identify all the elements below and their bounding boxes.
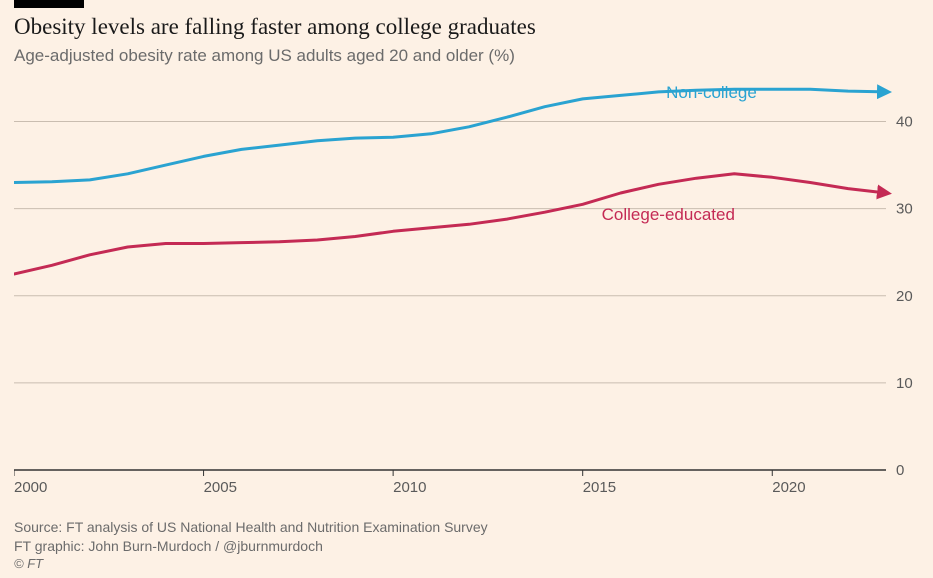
x-tick-label: 2005 — [204, 479, 237, 496]
series-label-non-college: Non-college — [666, 83, 757, 102]
x-tick-label: 2000 — [14, 479, 47, 496]
chart-copyright: © FT — [14, 556, 43, 571]
y-tick-label: 40 — [896, 114, 913, 131]
chart-area: 0 10 20 30 40 2000 2005 2010 2015 2020 Non-college… — [14, 78, 919, 498]
y-tick-label: 20 — [896, 288, 913, 305]
line-chart-svg: 0 10 20 30 40 2000 2005 2010 2015 2020 Non-college… — [14, 78, 919, 498]
y-tick-label: 10 — [896, 375, 913, 392]
chart-title: Obesity levels are falling faster among … — [14, 14, 536, 40]
source-line-1: Source: FT analysis of US National Healt… — [14, 518, 488, 537]
x-tick-label: 2010 — [393, 479, 426, 496]
chart-subtitle: Age-adjusted obesity rate among US adult… — [14, 46, 515, 66]
y-tick-label: 30 — [896, 201, 913, 218]
y-tick-label: 0 — [896, 462, 904, 479]
x-tick-label: 2015 — [583, 479, 616, 496]
series-label-college-educated: College-educated — [602, 205, 735, 224]
source-line-2: FT graphic: John Burn-Murdoch / @jburnmu… — [14, 537, 488, 556]
series-line-college-educated — [14, 174, 886, 274]
chart-source: Source: FT analysis of US National Healt… — [14, 518, 488, 556]
accent-bar — [14, 0, 84, 8]
series-line-non-college — [14, 89, 886, 182]
x-tick-label: 2020 — [772, 479, 805, 496]
